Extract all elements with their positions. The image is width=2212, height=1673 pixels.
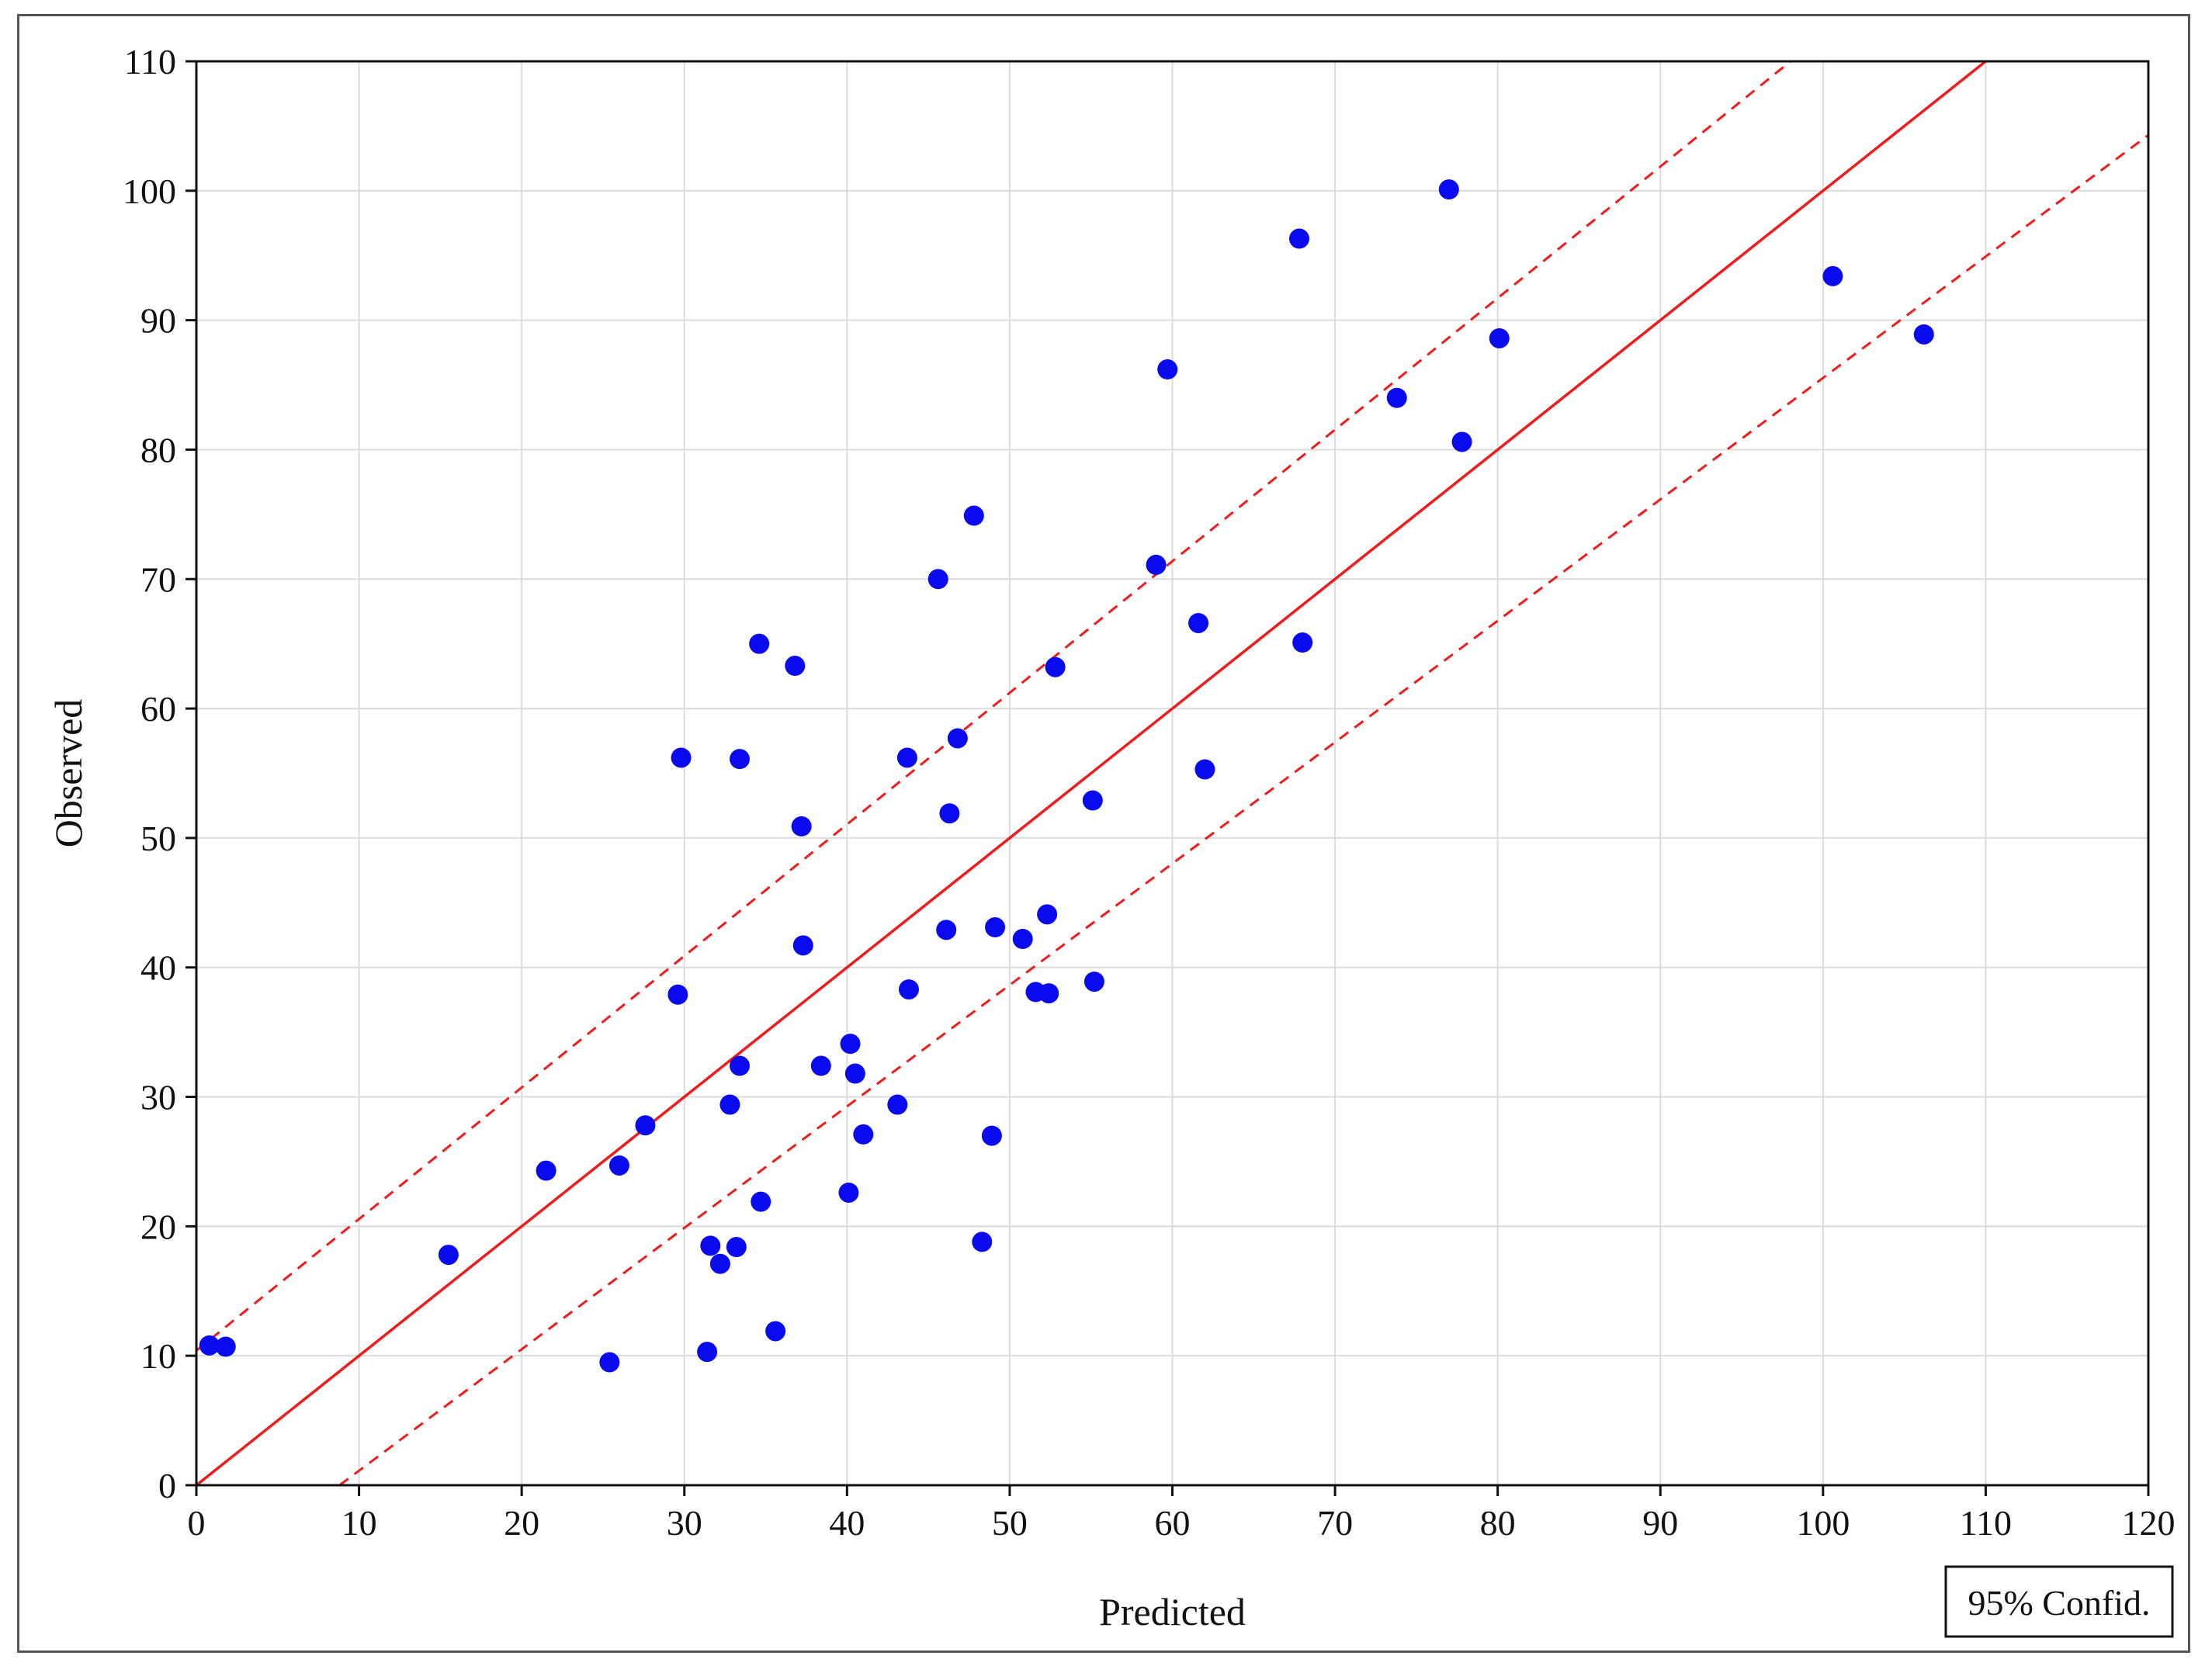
legend-label: 95% Confid.: [1968, 1583, 2150, 1623]
y-tick-label: 50: [140, 819, 176, 858]
upper-confidence-line: [196, 60, 1791, 1352]
x-tick-label: 0: [188, 1503, 206, 1543]
data-point: [608, 1155, 629, 1176]
data-point: [896, 747, 917, 768]
data-point: [719, 1094, 740, 1115]
lower-confidence-line: [338, 133, 2149, 1487]
confidence-band: [196, 60, 2149, 1487]
x-tick-label: 70: [1317, 1503, 1353, 1543]
x-tick-label: 90: [1642, 1503, 1678, 1543]
data-point: [1438, 179, 1459, 200]
data-point: [730, 749, 751, 770]
regression-line: [195, 60, 1987, 1487]
data-point: [810, 1055, 831, 1076]
x-tick-label: 120: [2122, 1503, 2176, 1543]
data-point: [981, 1125, 1002, 1146]
data-point: [751, 1191, 771, 1212]
data-point: [963, 505, 984, 526]
data-point: [1038, 983, 1059, 1004]
data-point: [1913, 324, 1934, 345]
data-point: [749, 633, 770, 654]
x-tick-label: 40: [829, 1503, 865, 1543]
y-tick-label: 80: [140, 430, 176, 469]
data-point: [898, 979, 919, 1000]
y-tick-label: 20: [140, 1207, 176, 1246]
data-point: [947, 728, 968, 749]
x-tick-label: 100: [1796, 1503, 1850, 1543]
data-point: [1822, 265, 1843, 286]
data-point: [985, 917, 1006, 938]
data-point: [199, 1335, 220, 1356]
data-point: [709, 1253, 730, 1274]
chart-frame: 0 10 20 30 40 50 60 70 80 90 100 110 120 0 10 20 30 40 50 6…: [17, 14, 2190, 1653]
y-tick-label: 110: [124, 42, 176, 81]
data-point: [844, 1063, 865, 1084]
x-tick-label: 60: [1155, 1503, 1191, 1543]
data-point: [1292, 632, 1313, 653]
data-point: [1157, 359, 1178, 380]
data-point: [1194, 759, 1215, 780]
x-tick-label: 20: [504, 1503, 539, 1543]
y-tick-label: 100: [123, 171, 176, 211]
data-point: [792, 935, 813, 956]
grid-lines: [196, 61, 2149, 1486]
data-point: [1451, 431, 1472, 452]
data-point: [667, 984, 688, 1005]
y-tick-label: 0: [158, 1466, 176, 1505]
data-point: [887, 1094, 908, 1115]
y-tick-label: 90: [140, 301, 176, 341]
x-tick-label: 30: [667, 1503, 702, 1543]
x-tick-label: 80: [1480, 1503, 1516, 1543]
data-point: [536, 1160, 556, 1181]
legend-box: 95% Confid.: [1944, 1565, 2174, 1638]
data-point: [700, 1235, 721, 1256]
y-tick-label: 30: [140, 1078, 176, 1117]
data-point: [791, 816, 812, 836]
x-tick-label: 50: [992, 1503, 1028, 1543]
data-point: [1082, 790, 1103, 811]
data-point: [697, 1342, 718, 1363]
data-point: [972, 1231, 993, 1252]
data-point: [853, 1124, 874, 1145]
data-point: [1489, 327, 1510, 348]
scatter-chart: 0 10 20 30 40 50 60 70 80 90 100 110 120 0 10 20 30 40 50 6…: [47, 42, 2176, 1638]
data-point: [730, 1055, 751, 1076]
data-point: [1083, 972, 1104, 992]
data-point: [1386, 387, 1407, 408]
y-tick-label: 70: [140, 559, 176, 599]
data-point: [599, 1352, 620, 1373]
data-point: [838, 1182, 859, 1203]
data-point: [765, 1321, 786, 1342]
axis-ticks: 0 10 20 30 40 50 60 70 80 90 100 110 120 0 10 20 30 40 50 6…: [123, 42, 2176, 1543]
data-point: [840, 1034, 861, 1055]
y-axis-title: Observed: [47, 699, 90, 848]
y-tick-label: 10: [140, 1336, 176, 1376]
x-axis-title: Predicted: [1099, 1590, 1246, 1633]
data-point: [1146, 554, 1167, 575]
data-point: [1288, 228, 1309, 249]
y-tick-label: 40: [140, 948, 176, 988]
data-point: [927, 569, 948, 590]
data-point: [785, 656, 806, 677]
data-point: [936, 920, 957, 940]
fit-line-group: [195, 60, 1987, 1487]
data-point: [1012, 929, 1033, 950]
data-point: [726, 1237, 747, 1258]
x-tick-label: 10: [342, 1503, 377, 1543]
data-point: [635, 1115, 656, 1136]
data-point: [939, 803, 960, 824]
data-point: [438, 1245, 459, 1266]
data-point: [1188, 612, 1209, 633]
data-point: [215, 1336, 236, 1357]
x-tick-label: 110: [1960, 1503, 2012, 1543]
data-point: [1045, 656, 1066, 677]
legend-frame: [1944, 1565, 2174, 1638]
data-point: [671, 747, 692, 768]
y-tick-label: 60: [140, 689, 176, 729]
data-points: [199, 179, 1934, 1373]
data-point: [1037, 904, 1058, 925]
